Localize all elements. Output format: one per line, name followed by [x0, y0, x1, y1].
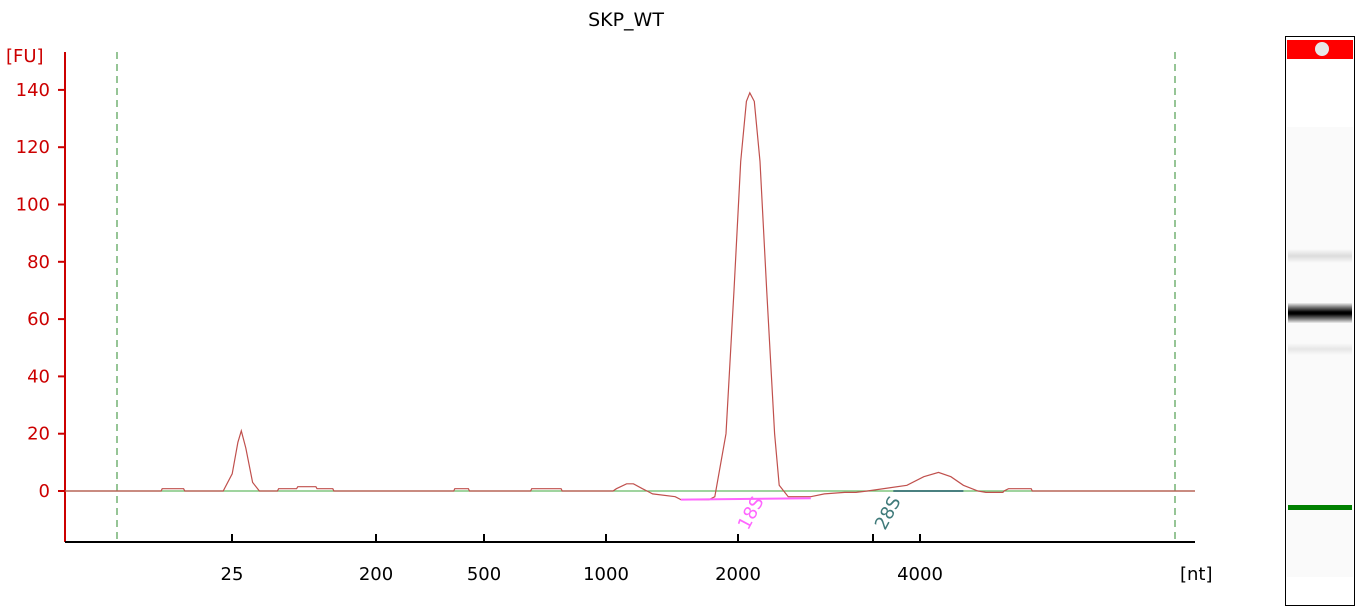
- gel-band-lower-marker: [1288, 505, 1352, 510]
- peak-label-28s: 28S: [871, 493, 906, 533]
- x-tick-label: 500: [467, 564, 501, 585]
- x-tick-label: 25: [221, 564, 244, 585]
- gel-band-faint-upper: [1288, 249, 1352, 263]
- electropherogram-chart: SKP_WT [FU] [nt] 0 20 40 60 80 100 120 140 25 20…: [6, 9, 1213, 585]
- lane-marker-icon: [1315, 42, 1329, 56]
- y-tick-label: 40: [27, 366, 50, 387]
- gel-band-main: [1288, 303, 1352, 323]
- y-tick-label: 20: [27, 424, 50, 445]
- gel-lane-header: [1287, 40, 1353, 59]
- x-axis-unit-label: [nt]: [1180, 564, 1213, 585]
- x-axis-ticks: 25 200 500 1000 2000 4000: [221, 534, 943, 585]
- x-tick-label: 2000: [715, 564, 761, 585]
- y-tick-label: 120: [16, 137, 50, 158]
- y-tick-label: 60: [27, 309, 50, 330]
- gel-lane-body: [1287, 127, 1353, 577]
- y-axis-unit-label: [FU]: [6, 46, 44, 67]
- y-axis-ticks: 0 20 40 60 80 100 120 140: [16, 80, 65, 502]
- y-tick-label: 80: [27, 252, 50, 273]
- data-series: [65, 91, 1195, 501]
- y-tick-label: 140: [16, 80, 50, 101]
- chart-title: SKP_WT: [588, 9, 664, 31]
- peak-18s-baseline: [680, 497, 811, 501]
- gel-lane: [1285, 36, 1355, 606]
- trace-line: [65, 91, 1195, 501]
- x-tick-label: 1000: [583, 564, 629, 585]
- y-tick-label: 0: [39, 481, 50, 502]
- x-tick-label: 4000: [897, 564, 943, 585]
- y-tick-label: 100: [16, 195, 50, 216]
- gel-band-faint-lower: [1288, 343, 1352, 355]
- x-tick-label: 200: [359, 564, 393, 585]
